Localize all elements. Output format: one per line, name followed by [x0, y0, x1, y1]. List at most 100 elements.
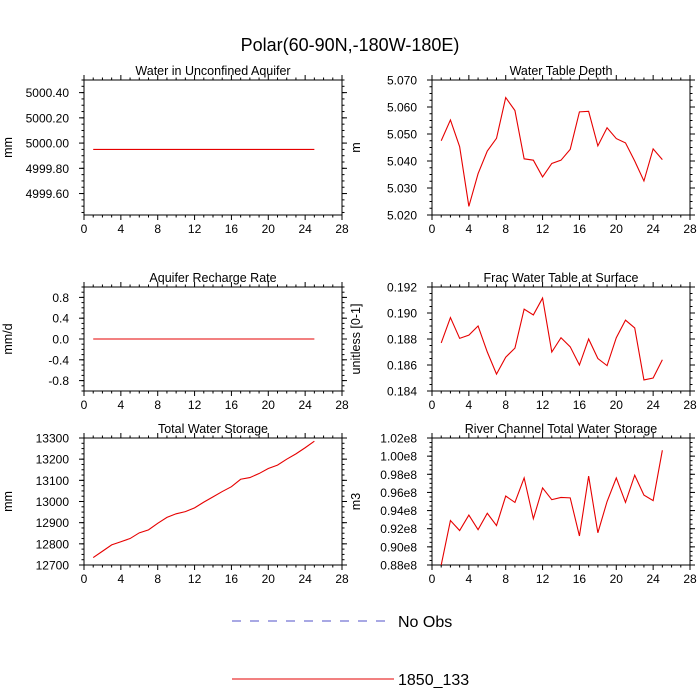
- y-tick-label: 0.8: [52, 291, 69, 305]
- y-tick-label: 12900: [36, 516, 70, 530]
- x-tick-label: 24: [298, 398, 312, 412]
- y-tick-label: 0.4: [52, 312, 69, 326]
- y-tick-label: 0.92e8: [380, 522, 417, 536]
- y-tick-label: -0.8: [48, 374, 69, 388]
- y-tick-label: 0.186: [387, 359, 417, 373]
- x-tick-label: 4: [118, 572, 125, 586]
- y-axis-label: m: [349, 142, 363, 152]
- x-tick-label: 24: [646, 222, 660, 236]
- y-tick-label: 4999.80: [26, 162, 70, 176]
- panel-aquifer-recharge-rate: Aquifer Recharge Rate mm/d 0 4 8 12 16 20 24 28 -0…: [1, 271, 349, 412]
- x-tick-label: 28: [335, 398, 349, 412]
- x-tick-label: 4: [466, 222, 473, 236]
- y-axis-label: unitless [0-1]: [349, 304, 363, 375]
- x-tick-label: 20: [262, 222, 276, 236]
- legend: No Obs 1850_133: [232, 614, 469, 689]
- x-tick-label: 20: [262, 398, 276, 412]
- x-tick-label: 0: [429, 222, 436, 236]
- y-tick-label: -0.4: [48, 353, 69, 367]
- x-tick-label: 8: [502, 398, 509, 412]
- y-tick-label: 5.050: [387, 128, 417, 142]
- panel-title: River Channel Total Water Storage: [465, 422, 658, 436]
- x-tick-label: 8: [502, 572, 509, 586]
- y-tick-label: 0.184: [387, 385, 417, 399]
- y-tick-label: 5.070: [387, 74, 417, 88]
- figure-title: Polar(60-90N,-180W-180E): [241, 35, 460, 55]
- panel-title: Total Water Storage: [158, 422, 268, 436]
- y-tick-label: 5000.00: [26, 137, 70, 151]
- x-tick-label: 12: [188, 572, 202, 586]
- x-tick-label: 24: [298, 222, 312, 236]
- x-tick-label: 24: [646, 398, 660, 412]
- x-tick-label: 20: [610, 398, 624, 412]
- x-tick-label: 4: [118, 222, 125, 236]
- x-tick-label: 28: [335, 572, 349, 586]
- x-tick-label: 0: [81, 398, 88, 412]
- y-tick-label: 0.190: [387, 307, 417, 321]
- y-axis-label: m3: [349, 493, 363, 510]
- x-tick-label: 12: [536, 222, 550, 236]
- x-tick-label: 28: [335, 222, 349, 236]
- x-tick-label: 12: [188, 222, 202, 236]
- y-tick-label: 5.020: [387, 209, 417, 223]
- y-axis-label: mm: [1, 491, 15, 512]
- y-tick-label: 13300: [36, 432, 70, 446]
- legend-label-1850-133: 1850_133: [398, 672, 469, 689]
- x-tick-label: 20: [610, 572, 624, 586]
- series-line-1850-133: [440, 296, 663, 381]
- x-tick-label: 20: [610, 222, 624, 236]
- series-line-1850-133: [440, 450, 663, 566]
- x-tick-label: 20: [262, 572, 276, 586]
- x-tick-label: 4: [466, 398, 473, 412]
- panel-frac-water-table-at-surface: Frac Water Table at Surface unitless [0-1…: [349, 271, 697, 412]
- x-tick-label: 4: [466, 572, 473, 586]
- x-tick-label: 16: [573, 572, 587, 586]
- panel-water-table-depth: Water Table Depth m 0 4 8 12 16 20 24 28 5.020 5.03…: [349, 64, 697, 236]
- panel-total-water-storage: Total Water Storage mm 0 4 8 12 16 20 24 28 12700 1…: [1, 422, 349, 586]
- series-line-1850-133: [440, 96, 663, 207]
- y-tick-label: 12700: [36, 559, 70, 573]
- x-tick-label: 24: [646, 572, 660, 586]
- x-tick-label: 12: [188, 398, 202, 412]
- x-tick-label: 28: [683, 572, 697, 586]
- panel-river-channel-total-water-storage: River Channel Total Water Storage m3 0 4 8 12…: [349, 422, 697, 586]
- plot-frame: [431, 286, 691, 392]
- y-tick-label: 5000.20: [26, 111, 70, 125]
- x-tick-label: 12: [536, 398, 550, 412]
- y-tick-label: 0.98e8: [380, 468, 417, 482]
- x-tick-label: 0: [81, 572, 88, 586]
- x-tick-label: 28: [683, 222, 697, 236]
- y-tick-label: 13100: [36, 474, 70, 488]
- x-tick-label: 16: [225, 572, 239, 586]
- y-axis-label: mm/d: [1, 323, 15, 354]
- y-axis-label: mm: [1, 137, 15, 158]
- y-tick-label: 5.040: [387, 155, 417, 169]
- x-tick-label: 8: [154, 572, 161, 586]
- y-tick-label: 12800: [36, 537, 70, 551]
- x-tick-label: 8: [154, 398, 161, 412]
- legend-label-no-obs: No Obs: [398, 614, 452, 631]
- y-tick-label: 5000.40: [26, 86, 70, 100]
- y-tick-label: 0.188: [387, 333, 417, 347]
- y-tick-label: 0.90e8: [380, 540, 417, 554]
- x-tick-label: 4: [118, 398, 125, 412]
- y-tick-label: 1.02e8: [380, 432, 417, 446]
- panel-water-in-unconfined-aquifer: Water in Unconfined Aquifer mm 0 4 8 12 16 20 24…: [1, 64, 349, 236]
- x-tick-label: 0: [429, 398, 436, 412]
- plot-frame: [83, 437, 343, 566]
- series-line-1850-133: [92, 440, 315, 559]
- x-tick-label: 0: [429, 572, 436, 586]
- y-tick-label: 1.00e8: [380, 450, 417, 464]
- x-tick-label: 24: [298, 572, 312, 586]
- panel-title: Water Table Depth: [510, 64, 613, 78]
- x-tick-label: 0: [81, 222, 88, 236]
- panel-title: Aquifer Recharge Rate: [149, 271, 276, 285]
- plot-frame: [431, 79, 691, 216]
- y-tick-label: 4999.60: [26, 187, 70, 201]
- y-tick-label: 13000: [36, 495, 70, 509]
- plot-frame: [431, 437, 691, 566]
- x-tick-label: 12: [536, 572, 550, 586]
- y-tick-label: 0.96e8: [380, 486, 417, 500]
- y-tick-label: 5.030: [387, 182, 417, 196]
